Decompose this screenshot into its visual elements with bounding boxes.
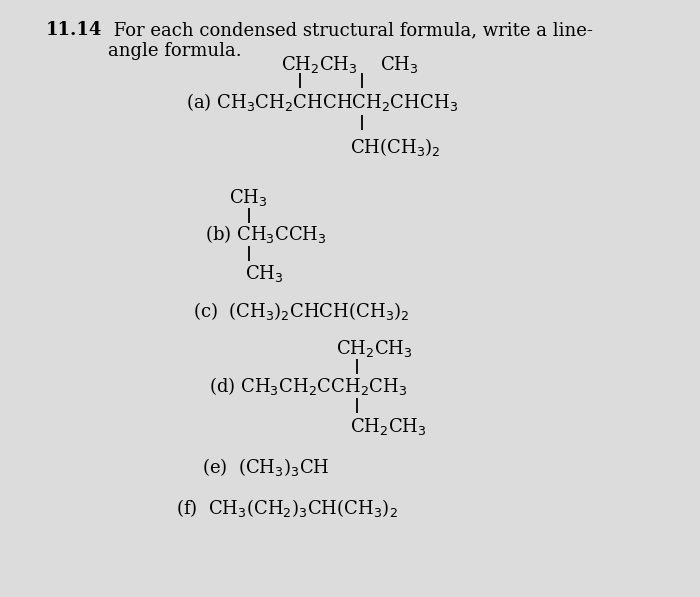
Text: CH$_2$CH$_3$: CH$_2$CH$_3$ <box>336 338 413 359</box>
Text: 11.14: 11.14 <box>46 21 102 39</box>
Text: (b) CH$_3$CCH$_3$: (b) CH$_3$CCH$_3$ <box>205 223 327 245</box>
Text: For each condensed structural formula, write a line-: For each condensed structural formula, w… <box>108 21 594 39</box>
Text: CH(CH$_3$)$_2$: CH(CH$_3$)$_2$ <box>350 136 441 158</box>
Text: CH$_3$: CH$_3$ <box>229 187 268 208</box>
Text: (f)  CH$_3$(CH$_2$)$_3$CH(CH$_3$)$_2$: (f) CH$_3$(CH$_2$)$_3$CH(CH$_3$)$_2$ <box>176 497 398 519</box>
Text: CH$_3$: CH$_3$ <box>245 263 284 284</box>
Text: CH$_2$CH$_3$: CH$_2$CH$_3$ <box>350 416 427 437</box>
Text: (a) CH$_3$CH$_2$CHCHCH$_2$CHCH$_3$: (a) CH$_3$CH$_2$CHCHCH$_2$CHCH$_3$ <box>186 91 458 113</box>
Text: CH$_2$CH$_3$    CH$_3$: CH$_2$CH$_3$ CH$_3$ <box>281 54 419 75</box>
Text: (e)  (CH$_3$)$_3$CH: (e) (CH$_3$)$_3$CH <box>202 456 330 478</box>
Text: (c)  (CH$_3$)$_2$CHCH(CH$_3$)$_2$: (c) (CH$_3$)$_2$CHCH(CH$_3$)$_2$ <box>193 300 410 322</box>
Text: angle formula.: angle formula. <box>108 42 242 60</box>
Text: (d) CH$_3$CH$_2$CCH$_2$CH$_3$: (d) CH$_3$CH$_2$CCH$_2$CH$_3$ <box>209 375 407 397</box>
